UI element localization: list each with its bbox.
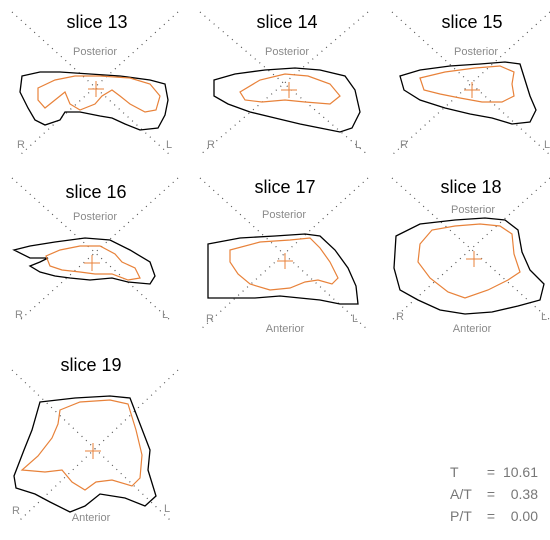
slice-panel-13: slice 13 Posterior R L xyxy=(11,11,179,156)
slice-panel-17: slice 17 Posterior Anterior R L xyxy=(199,177,369,335)
outer-contour xyxy=(19,71,169,131)
inner-contour xyxy=(229,237,339,291)
stat-label: A/T xyxy=(450,486,472,502)
left-label: L xyxy=(162,309,168,321)
slice-panel-15: slice 15 Posterior R L xyxy=(391,11,550,156)
inner-contour xyxy=(20,399,143,491)
centroid-crosshair xyxy=(85,443,101,459)
outer-contour xyxy=(393,217,545,315)
right-label: R xyxy=(206,313,214,325)
equals-sign: = xyxy=(486,464,496,480)
inner-contour xyxy=(45,245,141,281)
outer-contour xyxy=(399,61,537,125)
slice-title: slice 16 xyxy=(65,182,126,202)
left-label: L xyxy=(166,139,172,151)
left-label: L xyxy=(541,311,547,323)
anterior-label: Anterior xyxy=(453,323,492,335)
left-label: L xyxy=(544,139,550,151)
stat-row-pt: P/T = 0.00 xyxy=(434,492,538,540)
anterior-label: Anterior xyxy=(266,323,305,335)
right-label: R xyxy=(12,505,20,517)
right-label: R xyxy=(396,311,404,323)
inner-contour xyxy=(239,73,341,105)
diagonal-guide xyxy=(19,369,179,521)
centroid-crosshair xyxy=(466,251,482,267)
right-label: R xyxy=(400,139,408,151)
outer-contour xyxy=(12,237,156,285)
slice-panel-18: slice 18 Posterior Anterior R L xyxy=(391,177,550,335)
anterior-label: Anterior xyxy=(72,512,111,524)
slice-panel-19: slice 19 Anterior R L xyxy=(11,355,179,524)
posterior-label: Posterior xyxy=(265,46,309,58)
centroid-crosshair xyxy=(277,253,293,269)
equals-sign: = xyxy=(486,486,496,502)
slice-panel-16: slice 16 Posterior R L xyxy=(11,177,179,321)
right-label: R xyxy=(207,139,215,151)
diagonal-guide xyxy=(199,11,369,156)
slice-title: slice 18 xyxy=(440,177,501,197)
left-label: L xyxy=(164,503,170,515)
stat-label: T xyxy=(450,464,459,480)
stat-row-t: T = 10.61 xyxy=(434,448,538,496)
slice-title: slice 17 xyxy=(254,177,315,197)
centroid-crosshair xyxy=(88,81,104,97)
stat-value: 0.38 xyxy=(510,486,538,502)
slice-panel-14: slice 14 Posterior R L xyxy=(199,11,369,156)
posterior-label: Posterior xyxy=(73,211,117,223)
centroid-crosshair xyxy=(281,82,297,98)
posterior-label: Posterior xyxy=(73,46,117,58)
slice-title: slice 13 xyxy=(66,12,127,32)
slice-title: slice 19 xyxy=(60,355,121,375)
stat-label: P/T xyxy=(450,508,472,524)
slice-title: slice 15 xyxy=(441,12,502,32)
inner-contour xyxy=(419,65,515,103)
posterior-label: Posterior xyxy=(262,209,306,221)
left-label: L xyxy=(355,139,361,151)
centroid-crosshair xyxy=(84,255,100,271)
stat-row-at: A/T = 0.38 xyxy=(434,470,538,518)
posterior-label: Posterior xyxy=(451,204,495,216)
inner-contour xyxy=(37,75,161,113)
inner-contour xyxy=(417,223,521,299)
outer-contour xyxy=(207,233,359,305)
posterior-label: Posterior xyxy=(454,46,498,58)
slice-title: slice 14 xyxy=(256,12,317,32)
stat-value: 0.00 xyxy=(510,508,538,524)
outer-contour xyxy=(213,67,361,133)
diagonal-guide xyxy=(199,11,369,156)
outer-contour xyxy=(13,395,157,513)
diagonal-guide xyxy=(11,369,171,521)
equals-sign: = xyxy=(486,508,496,524)
slice-grid: slice 13 Posterior R L slice 14 Posterio… xyxy=(11,11,550,524)
centroid-crosshair xyxy=(464,82,480,98)
right-label: R xyxy=(15,309,23,321)
right-label: R xyxy=(17,139,25,151)
stat-value: 10.61 xyxy=(502,464,538,480)
left-label: L xyxy=(352,313,358,325)
diagonal-guide xyxy=(19,11,179,156)
